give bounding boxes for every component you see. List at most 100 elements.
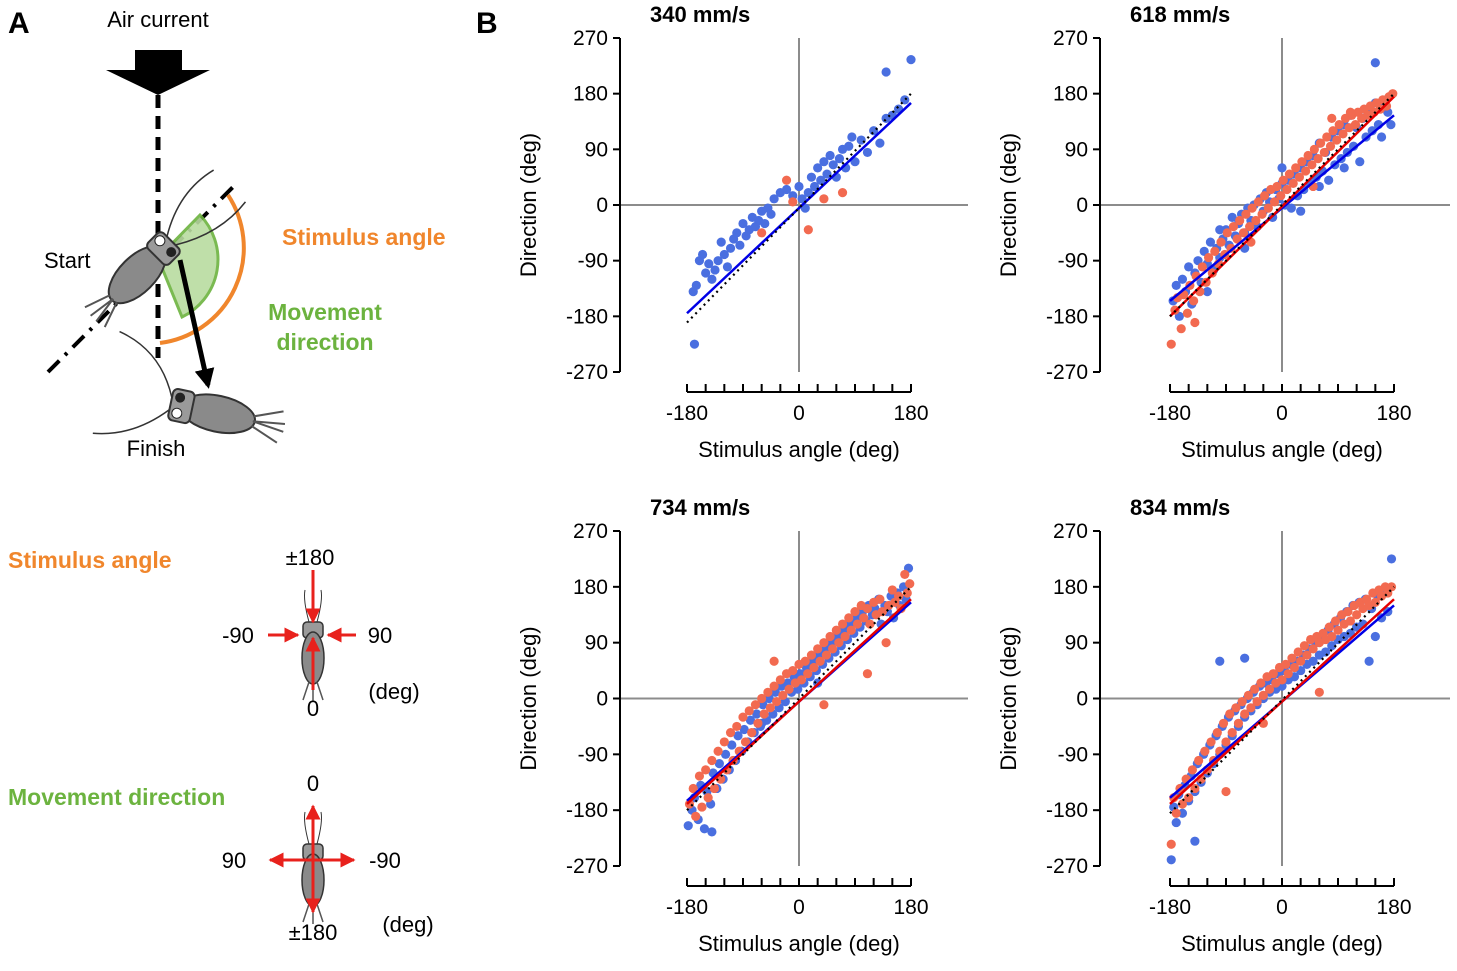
finish-cricket-icon bbox=[92, 330, 286, 444]
x-tick-label: -180 bbox=[666, 896, 708, 919]
red-data-point bbox=[1184, 793, 1194, 803]
x-tick-label: 0 bbox=[793, 402, 805, 425]
chart-title: 340 mm/s bbox=[650, 2, 750, 27]
red-fit-line bbox=[1169, 598, 1395, 805]
blue-data-point bbox=[720, 749, 731, 759]
red-data-point bbox=[1189, 296, 1199, 306]
y-tick-label: -180 bbox=[1046, 305, 1088, 328]
red-data-point bbox=[1284, 169, 1295, 179]
blue-data-point bbox=[1205, 237, 1216, 247]
blue-data-point bbox=[1166, 855, 1176, 865]
movement-direction-label-2: direction bbox=[276, 329, 373, 355]
red-data-point bbox=[1299, 641, 1309, 651]
movement-legend-title: Movement direction bbox=[8, 784, 225, 810]
red-data-point bbox=[775, 675, 785, 685]
red-data-point bbox=[759, 709, 769, 719]
red-data-point bbox=[725, 728, 736, 738]
red-data-point bbox=[1327, 631, 1337, 642]
x-tick-label: -180 bbox=[666, 402, 708, 425]
blue-data-point bbox=[1320, 647, 1331, 657]
red-data-point bbox=[1200, 746, 1210, 756]
blue-data-point bbox=[1240, 653, 1250, 663]
blue-data-point bbox=[850, 157, 860, 167]
blue-data-point bbox=[1171, 280, 1181, 291]
movement-direction-label-1: Movement bbox=[268, 299, 382, 325]
blue-fit-line bbox=[686, 102, 912, 315]
red-data-point bbox=[1238, 228, 1249, 238]
y-tick-label: -270 bbox=[1046, 855, 1088, 878]
red-data-point bbox=[769, 681, 779, 691]
red-data-point bbox=[1216, 237, 1226, 247]
blue-data-point bbox=[1324, 175, 1334, 185]
red-data-point bbox=[1319, 147, 1329, 158]
red-data-point bbox=[701, 765, 711, 775]
y-tick-label: 180 bbox=[573, 83, 608, 106]
blue-data-point bbox=[713, 256, 723, 266]
red-data-point bbox=[1297, 157, 1307, 167]
blue-data-point bbox=[760, 218, 770, 229]
red-data-point bbox=[703, 793, 713, 803]
red-data-point bbox=[713, 746, 723, 756]
blue-data-point bbox=[683, 821, 693, 831]
blue-data-point bbox=[1215, 656, 1225, 666]
red-data-point bbox=[1277, 675, 1287, 685]
blue-data-point bbox=[1355, 157, 1365, 167]
red-data-point bbox=[1313, 154, 1323, 164]
red-data-point bbox=[1232, 234, 1242, 244]
blue-data-point bbox=[697, 249, 708, 260]
x-tick-label: 180 bbox=[1376, 896, 1411, 919]
red-data-point bbox=[1338, 129, 1348, 139]
red-data-point bbox=[772, 697, 782, 707]
red-data-point bbox=[803, 669, 813, 679]
red-data-point bbox=[1308, 644, 1318, 654]
red-data-point bbox=[862, 603, 873, 614]
red-data-point bbox=[1325, 141, 1336, 151]
chart-title: 734 mm/s bbox=[650, 495, 750, 520]
red-data-point bbox=[877, 607, 887, 617]
blue-data-point bbox=[1296, 206, 1306, 216]
blue-data-point bbox=[900, 95, 910, 105]
red-data-point bbox=[893, 591, 904, 601]
blue-data-point bbox=[847, 132, 857, 142]
red-data-point bbox=[688, 783, 698, 794]
red-data-point bbox=[1221, 786, 1231, 797]
red-data-point bbox=[862, 669, 873, 679]
red-data-point bbox=[1194, 755, 1204, 766]
y-tick-label: -90 bbox=[578, 743, 608, 766]
red-data-point bbox=[905, 579, 915, 589]
red-data-point bbox=[1259, 191, 1270, 201]
y-tick-label: 90 bbox=[585, 632, 608, 655]
red-data-point bbox=[1352, 610, 1362, 620]
red-data-point bbox=[837, 188, 848, 198]
red-data-point bbox=[815, 656, 825, 666]
red-data-point bbox=[750, 700, 761, 710]
red-data-point bbox=[1225, 709, 1235, 719]
y-tick-label: -270 bbox=[1046, 361, 1088, 384]
red-data-point bbox=[1182, 308, 1193, 318]
y-tick-label: 90 bbox=[1065, 632, 1088, 655]
red-data-point bbox=[1350, 119, 1361, 130]
y-axis-label: Direction (deg) bbox=[996, 133, 1021, 277]
y-tick-label: 180 bbox=[1053, 83, 1088, 106]
red-data-point bbox=[1206, 737, 1216, 747]
blue-data-point bbox=[1308, 656, 1318, 666]
blue-data-point bbox=[707, 274, 717, 284]
red-data-point bbox=[1345, 616, 1356, 626]
red-data-point bbox=[1257, 209, 1267, 219]
blue-data-point bbox=[707, 827, 717, 837]
red-data-point bbox=[1303, 150, 1313, 161]
red-data-point bbox=[1222, 228, 1232, 238]
y-tick-label: 180 bbox=[1053, 576, 1088, 599]
blue-data-point bbox=[856, 135, 866, 145]
blue-data-point bbox=[716, 237, 726, 247]
red-data-point bbox=[821, 650, 831, 660]
blue-data-point bbox=[906, 55, 916, 65]
red-data-point bbox=[778, 690, 788, 700]
red-data-point bbox=[1263, 203, 1273, 213]
red-data-point bbox=[1309, 144, 1319, 154]
red-data-point bbox=[1245, 222, 1255, 232]
blue-data-point bbox=[1171, 817, 1181, 828]
red-data-point bbox=[1197, 262, 1207, 272]
y-tick-label: 180 bbox=[573, 576, 608, 599]
red-data-point bbox=[1227, 728, 1237, 738]
